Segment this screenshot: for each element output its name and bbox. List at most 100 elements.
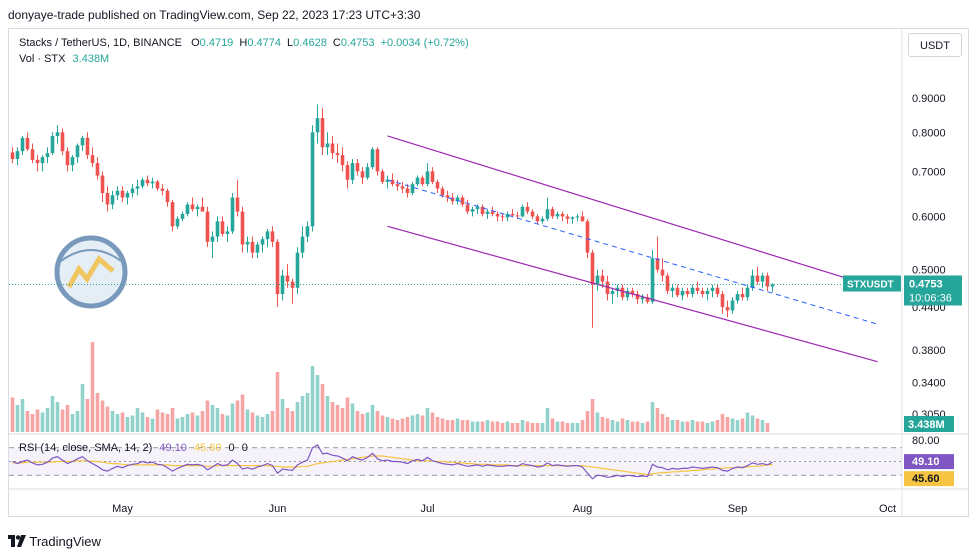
watermark-logo <box>54 235 128 309</box>
volume-bar <box>375 411 380 432</box>
candle-body <box>25 137 30 150</box>
volume-bar <box>130 415 135 432</box>
candle-body <box>505 213 510 218</box>
candle-body <box>220 221 225 234</box>
candle-body <box>440 188 445 196</box>
candle-body <box>180 213 185 219</box>
candle-body <box>40 157 45 164</box>
volume-bar <box>205 400 210 432</box>
candle-body <box>215 221 220 237</box>
volume-bar <box>275 372 280 432</box>
candle-body <box>205 211 210 242</box>
volume-bar <box>645 421 650 432</box>
candle-body <box>630 290 635 295</box>
volume-bar <box>475 421 480 432</box>
volume-label: Vol · STX <box>19 53 66 65</box>
candle-body <box>635 294 640 300</box>
close-value: 0.4753 <box>340 37 375 49</box>
volume-bar <box>485 420 490 432</box>
candle-body <box>360 171 365 178</box>
candle-body <box>750 275 755 288</box>
volume-bar <box>185 414 190 432</box>
volume-bar <box>635 421 640 432</box>
candle-body <box>310 132 315 227</box>
volume-bar <box>90 342 95 432</box>
volume-bar <box>220 414 225 432</box>
volume-bar <box>125 417 130 432</box>
candle-body <box>605 281 610 295</box>
volume-legend: Vol · STX 3.438M <box>19 53 109 65</box>
volume-bar <box>605 418 610 432</box>
candle-body <box>510 213 515 216</box>
candle-body <box>55 132 60 136</box>
candle-body <box>110 195 115 205</box>
volume-bar <box>675 420 680 432</box>
volume-bar <box>435 417 440 432</box>
volume-bar <box>580 420 585 432</box>
volume-bar <box>535 423 540 432</box>
candle-body <box>425 171 430 185</box>
volume-bar <box>215 408 220 432</box>
candle-body <box>270 231 275 242</box>
volume-bar <box>415 414 420 432</box>
volume-bar <box>55 402 60 432</box>
candle-body <box>70 157 75 166</box>
volume-bar <box>765 423 770 432</box>
candle-body <box>230 197 235 232</box>
volume-bar <box>490 421 495 432</box>
volume-bar <box>30 414 35 432</box>
volume-bar <box>450 420 455 432</box>
volume-bar <box>575 423 580 432</box>
volume-bar <box>700 421 705 432</box>
current-price-tag: STXUSDT 0.4753 10:06:36 <box>843 275 962 306</box>
volume-bar <box>225 415 230 432</box>
candle-body <box>100 175 105 193</box>
volume-bar <box>550 418 555 432</box>
candle-body <box>465 204 470 212</box>
candle-body <box>565 216 570 219</box>
candle-body <box>170 202 175 227</box>
price-tag-countdown: 10:06:36 <box>909 292 952 304</box>
candle-body <box>720 294 725 308</box>
volume-bar <box>385 417 390 432</box>
candle-body <box>275 241 280 295</box>
volume-bar <box>320 384 325 432</box>
currency-button[interactable]: USDT <box>908 33 962 57</box>
volume-bar <box>690 420 695 432</box>
volume-bar <box>640 423 645 432</box>
candle-body <box>470 209 475 212</box>
candle-body <box>320 118 325 148</box>
volume-bar <box>390 418 395 432</box>
candle-body <box>710 287 715 291</box>
volume-bar <box>340 408 345 432</box>
volume-bar <box>105 406 110 432</box>
volume-bar <box>270 411 275 432</box>
candle-body <box>680 290 685 296</box>
chart-canvas[interactable]: 0.90000.80000.70000.60000.50000.44000.38… <box>9 29 969 517</box>
volume-bar <box>60 409 65 432</box>
tradingview-logo[interactable]: TradingView <box>8 534 101 549</box>
candle-body <box>335 153 340 156</box>
candle-body <box>460 197 465 205</box>
volume-bar <box>40 412 45 432</box>
watermark-globe-line <box>60 249 122 262</box>
chart-frame[interactable]: 0.9000 0.8000 0.7000 0.6000 0.5000 0.4400 0.38… <box>8 28 969 517</box>
volume-bar <box>715 420 720 432</box>
candle-body <box>150 181 155 184</box>
candle-body <box>400 186 405 189</box>
candle-body <box>610 290 615 295</box>
candle-body <box>695 287 700 291</box>
candle-body <box>690 287 695 295</box>
volume-bar <box>380 415 385 432</box>
volume-bar <box>240 394 245 432</box>
candle-body <box>95 163 100 176</box>
candle-body <box>760 275 765 282</box>
volume-bar <box>120 412 125 432</box>
volume-bar <box>430 412 435 432</box>
candle-body <box>115 190 120 196</box>
candle-body <box>640 297 645 300</box>
volume-bar <box>570 423 575 432</box>
open-label: O <box>191 37 200 49</box>
candle-body <box>645 297 650 302</box>
candle-body <box>445 195 450 198</box>
